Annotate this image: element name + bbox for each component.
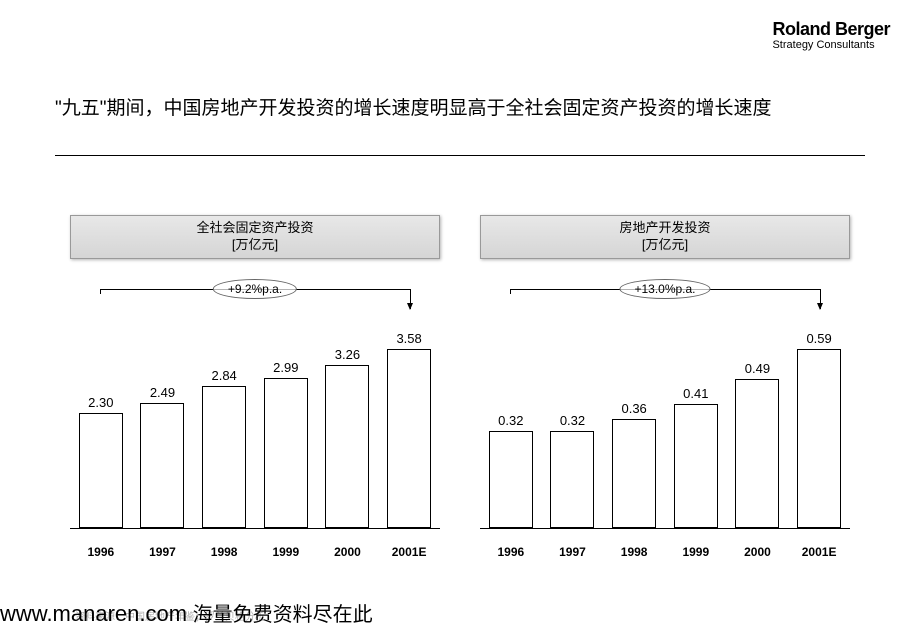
bar: [387, 349, 431, 528]
bar: [489, 431, 533, 528]
x-label: 1998: [612, 545, 656, 559]
chart-block: 全社会固定资产投资[万亿元] +9.2%p.a. 2.30 2.49 2.84 2.99 3…: [70, 215, 440, 559]
bar-wrap: 0.32: [489, 413, 533, 528]
footer-url: www.manaren.com: [0, 601, 187, 626]
x-label: 2000: [735, 545, 779, 559]
bar-wrap: 0.36: [612, 401, 656, 528]
growth-arrow-tail: [100, 289, 101, 294]
x-axis-labels: 1996 1997 1998 1999 2000 2001E: [70, 545, 440, 559]
bar-value-label: 2.30: [88, 395, 113, 410]
logo-main: Roland Berger: [772, 20, 890, 38]
x-label: 1996: [489, 545, 533, 559]
growth-arrow-head: [820, 289, 821, 309]
bar-wrap: 2.30: [79, 395, 123, 528]
logo-sub: Strategy Consultants: [772, 40, 890, 51]
chart-area: +13.0%p.a.0.320.320.360.410.490.59199619…: [480, 279, 850, 559]
bar-value-label: 0.41: [683, 386, 708, 401]
growth-badge: +13.0%p.a.: [619, 279, 710, 299]
bar: [797, 349, 841, 528]
growth-arrow-head: [410, 289, 411, 309]
bar-value-label: 0.32: [560, 413, 585, 428]
chart-area: +9.2%p.a.2.302.492.842.993.263.581996199…: [70, 279, 440, 559]
x-label: 1999: [264, 545, 308, 559]
bars-container: 0.32 0.32 0.36 0.41 0.49 0.59: [480, 318, 850, 529]
bar: [202, 386, 246, 528]
chart-header-line2: [万亿元]: [71, 237, 439, 254]
bar-value-label: 0.59: [806, 331, 831, 346]
bar-wrap: 0.49: [735, 361, 779, 527]
bar-value-label: 0.49: [745, 361, 770, 376]
bar-value-label: 2.49: [150, 385, 175, 400]
bar-value-label: 3.26: [335, 347, 360, 362]
footer-text: 海量免费资料尽在此: [187, 604, 373, 626]
chart-header-line1: 全社会固定资产投资: [71, 220, 439, 237]
bar: [140, 403, 184, 528]
bar: [674, 404, 718, 528]
x-label: 1997: [550, 545, 594, 559]
x-label: 2000: [325, 545, 369, 559]
bar: [550, 431, 594, 528]
bar-wrap: 2.99: [264, 360, 308, 528]
growth-badge: +9.2%p.a.: [213, 279, 297, 299]
bar-value-label: 2.99: [273, 360, 298, 375]
x-label: 2001E: [387, 545, 431, 559]
bar-value-label: 3.58: [396, 331, 421, 346]
x-label: 1996: [79, 545, 123, 559]
chart-header: 房地产开发投资[万亿元]: [480, 215, 850, 259]
bar-value-label: 2.84: [211, 368, 236, 383]
bar-value-label: 0.36: [621, 401, 646, 416]
bar: [264, 378, 308, 528]
bar: [325, 365, 369, 528]
x-label: 2001E: [797, 545, 841, 559]
bar: [79, 413, 123, 528]
chart-header-line2: [万亿元]: [481, 237, 849, 254]
title-underline: [55, 155, 865, 156]
bars-container: 2.30 2.49 2.84 2.99 3.26 3.58: [70, 318, 440, 529]
bar-wrap: 2.49: [140, 385, 184, 528]
chart-header: 全社会固定资产投资[万亿元]: [70, 215, 440, 259]
x-axis-labels: 1996 1997 1998 1999 2000 2001E: [480, 545, 850, 559]
x-label: 1997: [140, 545, 184, 559]
bar: [735, 379, 779, 527]
bar-wrap: 0.59: [797, 331, 841, 528]
charts-row: 全社会固定资产投资[万亿元]+9.2%p.a.2.302.492.842.993…: [70, 215, 850, 559]
slide-title: "九五"期间，中国房地产开发投资的增长速度明显高于全社会固定资产投资的增长速度: [55, 95, 865, 124]
bar-wrap: 2.84: [202, 368, 246, 528]
chart-header-line1: 房地产开发投资: [481, 220, 849, 237]
x-label: 1999: [674, 545, 718, 559]
bar-wrap: 0.32: [550, 413, 594, 528]
growth-arrow-tail: [510, 289, 511, 294]
bar-wrap: 3.26: [325, 347, 369, 528]
bar: [612, 419, 656, 528]
bar-value-label: 0.32: [498, 413, 523, 428]
bar-wrap: 3.58: [387, 331, 431, 528]
bar-wrap: 0.41: [674, 386, 718, 528]
footer: www.manaren.com 海量免费资料尽在此: [0, 598, 373, 627]
x-label: 1998: [202, 545, 246, 559]
chart-block: 房地产开发投资[万亿元]+13.0%p.a.0.320.320.360.410.…: [480, 215, 850, 559]
logo: Roland Berger Strategy Consultants: [772, 20, 890, 51]
